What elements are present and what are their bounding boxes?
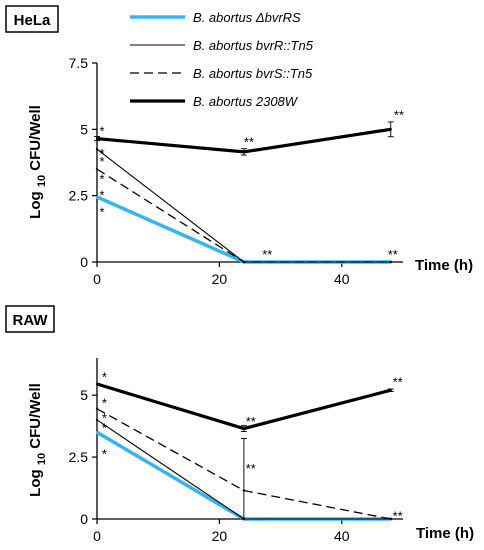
significance-mark: ** — [262, 247, 272, 262]
x-tick-label: 40 — [334, 271, 350, 287]
hela-panel: HeLa 0 2.5 5 7.5 0 20 40 Time (h) Log 10 CFU/Well… — [5, 5, 473, 287]
x-tick-label: 20 — [212, 528, 228, 544]
series-line — [96, 382, 392, 431]
panel-label-box — [5, 5, 59, 33]
y-axis-title-part: Log — [27, 187, 44, 219]
significance-mark: * — [99, 154, 104, 169]
legend-label: B. abortus 2308W — [193, 94, 299, 109]
series-line — [96, 195, 391, 264]
significance-mark: * — [99, 124, 104, 139]
data-point — [242, 260, 246, 264]
panel-label: RAW — [13, 312, 49, 329]
significance-mark: * — [102, 446, 107, 461]
y-axis-title: Log 10 CFU/Well — [27, 105, 48, 219]
x-tick-label: 40 — [334, 528, 350, 544]
significance-mark: * — [99, 171, 104, 186]
data-point — [95, 195, 99, 199]
x-axis-title: Time (h) — [416, 525, 474, 542]
significance-mark: * — [102, 396, 107, 411]
data-point — [95, 431, 99, 434]
significance-mark: * — [102, 410, 107, 425]
y-tick-label: 7.5 — [69, 55, 89, 71]
significance-mark: ** — [388, 247, 398, 262]
significance-mark: ** — [246, 414, 256, 429]
significance-mark: * — [99, 205, 104, 220]
x-tick-label: 0 — [93, 271, 101, 287]
y-axis-title-part: Log — [27, 465, 44, 497]
x-tick-label: 0 — [93, 528, 101, 544]
significance-mark: ** — [393, 375, 403, 390]
y-tick-label: 5 — [80, 387, 88, 403]
y-tick-label: 0 — [80, 511, 88, 527]
data-point — [95, 148, 99, 151]
y-tick-label: 5 — [80, 121, 88, 137]
y-tick-label: 0 — [80, 254, 88, 270]
legend-label: B. abortus bvrS::Tn5 — [193, 66, 313, 81]
series-line — [96, 148, 391, 263]
x-axis-title: Time (h) — [415, 257, 473, 274]
significance-mark: * — [102, 370, 107, 385]
legend-label: B. abortus bvrR::Tn5 — [193, 38, 314, 53]
y-axis-title-part: CFU/Well — [27, 105, 44, 175]
significance-mark: * — [102, 420, 107, 435]
data-point — [389, 517, 392, 521]
x-tick-label: 20 — [212, 271, 228, 287]
panel-label: HeLa — [14, 12, 51, 29]
y-tick-label: 2.5 — [69, 449, 89, 465]
significance-mark: ** — [393, 508, 403, 523]
legend-label: B. abortus ΔbvrRS — [193, 10, 301, 25]
y-tick-label: 2.5 — [69, 188, 89, 204]
data-point — [389, 260, 392, 264]
significance-mark: ** — [394, 108, 404, 123]
significance-mark: ** — [246, 461, 256, 476]
y-axis-title-subscript: 10 — [36, 175, 48, 187]
significance-mark: * — [99, 187, 104, 202]
y-axis-title: Log 10 CFU/Well — [27, 383, 48, 497]
data-point — [95, 382, 99, 386]
data-point — [95, 418, 99, 422]
y-axis-title-part: CFU/Well — [27, 383, 44, 453]
data-point — [95, 407, 99, 410]
panel-label-box — [5, 305, 55, 333]
y-axis-title-subscript: 10 — [36, 453, 48, 465]
data-point — [95, 167, 99, 171]
significance-mark: * — [99, 146, 104, 161]
significance-mark: ** — [244, 134, 254, 149]
